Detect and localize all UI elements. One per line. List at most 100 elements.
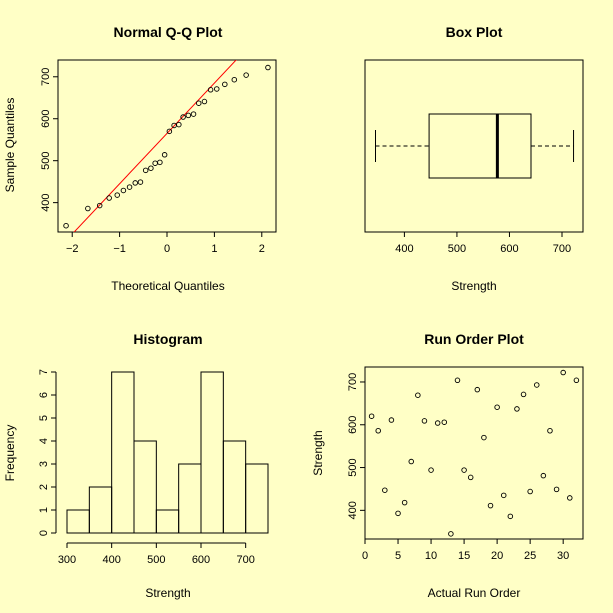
qq-point xyxy=(201,98,208,105)
qq-point xyxy=(231,76,238,83)
run-order-points xyxy=(368,369,580,537)
run-x-tick-label: 20 xyxy=(491,550,503,562)
run-x-tick-label: 10 xyxy=(425,550,437,562)
histogram-x-label: Strength xyxy=(145,586,190,600)
run-order-point xyxy=(368,413,375,419)
run-order-point xyxy=(434,420,441,426)
run-y-tick-label: 400 xyxy=(347,501,359,519)
qq-point xyxy=(142,167,149,174)
box-iqr-rect xyxy=(428,113,532,179)
hist-y-tick-label: 7 xyxy=(38,369,50,375)
run-order-point xyxy=(481,434,487,441)
run-order-panel: Run Order Plot Actual Run Order Strength… xyxy=(311,331,584,600)
run-x-tick-label: 15 xyxy=(458,550,470,562)
qq-point xyxy=(114,192,120,198)
run-y-tick-label: 700 xyxy=(347,373,359,391)
qq-reference-line xyxy=(73,60,237,232)
qq-plot-reference-line-group xyxy=(73,60,237,232)
run-x-tick-label: 30 xyxy=(557,550,569,562)
qq-y-tick-label: 700 xyxy=(40,68,52,86)
qq-point xyxy=(180,114,186,120)
run-order-point xyxy=(573,377,580,384)
qq-point xyxy=(166,128,173,135)
run-order-point xyxy=(428,467,434,473)
qq-y-tick-label: 500 xyxy=(40,152,52,170)
box-x-tick-label: 700 xyxy=(553,243,571,255)
qq-plot-points xyxy=(63,64,271,229)
histogram-bar xyxy=(133,440,157,534)
qq-plot-panel: Normal Q-Q Plot Theoretical Quantiles Sa… xyxy=(3,24,277,293)
hist-y-tick-label: 0 xyxy=(38,530,50,536)
run-order-point xyxy=(487,502,494,509)
qq-point xyxy=(120,187,127,194)
qq-x-tick-label: −2 xyxy=(66,243,79,255)
qq-point xyxy=(157,159,163,166)
hist-y-tick-label: 3 xyxy=(38,461,50,467)
histogram-x-axis: 300 400 500 600 700 xyxy=(58,542,255,566)
run-order-point xyxy=(547,428,553,434)
box-plot-title: Box Plot xyxy=(446,24,503,40)
qq-point xyxy=(265,64,271,71)
run-order-point xyxy=(527,488,533,495)
histogram-title: Histogram xyxy=(133,331,202,347)
qq-plot-y-axis: 400 500 600 700 xyxy=(40,68,59,212)
box-x-tick-label: 500 xyxy=(448,243,466,255)
histogram-y-axis: 0 1 2 3 4 5 6 7 xyxy=(38,369,57,536)
histogram-y-label: Frequency xyxy=(3,425,17,482)
histogram-panel: Histogram Strength Frequency 300 400 500 60… xyxy=(3,331,269,600)
hist-x-tick-label: 600 xyxy=(192,554,210,566)
qq-point xyxy=(161,152,168,158)
qq-y-tick-label: 400 xyxy=(40,193,52,211)
qq-plot-x-axis: −2 −1 0 1 2 xyxy=(66,231,265,255)
qq-x-tick-label: 0 xyxy=(164,243,170,255)
qq-point xyxy=(106,195,112,201)
qq-point xyxy=(176,121,182,128)
histogram-bar xyxy=(245,463,269,534)
run-order-point xyxy=(441,419,448,425)
qq-point xyxy=(214,86,220,92)
qq-point xyxy=(196,100,202,106)
run-order-point xyxy=(553,486,560,493)
qq-point xyxy=(63,222,69,229)
qq-y-tick-label: 600 xyxy=(40,110,52,128)
run-order-point xyxy=(382,487,388,493)
qq-point xyxy=(126,184,133,190)
run-order-point xyxy=(415,392,421,398)
qq-x-tick-label: −1 xyxy=(113,243,126,255)
hist-y-tick-label: 4 xyxy=(38,438,50,444)
qq-point xyxy=(185,112,192,119)
qq-point xyxy=(132,180,138,186)
qq-point xyxy=(148,165,154,171)
qq-x-tick-label: 2 xyxy=(259,243,265,255)
qq-point xyxy=(85,205,91,212)
run-order-point xyxy=(388,417,395,423)
run-x-tick-label: 0 xyxy=(362,550,368,562)
hist-y-tick-label: 1 xyxy=(38,507,50,513)
run-y-tick-label: 600 xyxy=(347,416,359,434)
qq-point xyxy=(222,81,228,88)
run-order-point xyxy=(500,492,507,499)
run-x-tick-label: 5 xyxy=(395,550,401,562)
run-order-point xyxy=(454,377,461,384)
run-order-point xyxy=(507,513,514,520)
qq-point xyxy=(137,179,144,185)
box-plot-x-label: Strength xyxy=(451,279,496,293)
run-order-point xyxy=(421,418,428,424)
hist-x-tick-label: 400 xyxy=(102,554,120,566)
hist-x-tick-label: 700 xyxy=(236,554,254,566)
run-y-tick-label: 500 xyxy=(347,458,359,476)
run-order-point xyxy=(474,386,481,393)
run-order-point xyxy=(395,510,401,517)
run-order-point xyxy=(560,369,566,376)
box-plot-panel: Box Plot Strength 400 500 600 700 xyxy=(364,24,584,293)
run-order-point xyxy=(448,531,454,537)
run-order-point xyxy=(520,391,527,398)
run-order-x-axis: 0 5 10 15 20 25 30 xyxy=(362,538,569,562)
run-x-tick-label: 25 xyxy=(524,550,536,562)
hist-x-tick-label: 500 xyxy=(147,554,165,566)
qq-plot-x-label: Theoretical Quantiles xyxy=(111,279,224,293)
run-order-y-label: Strength xyxy=(311,430,325,475)
box-x-tick-label: 600 xyxy=(500,243,518,255)
